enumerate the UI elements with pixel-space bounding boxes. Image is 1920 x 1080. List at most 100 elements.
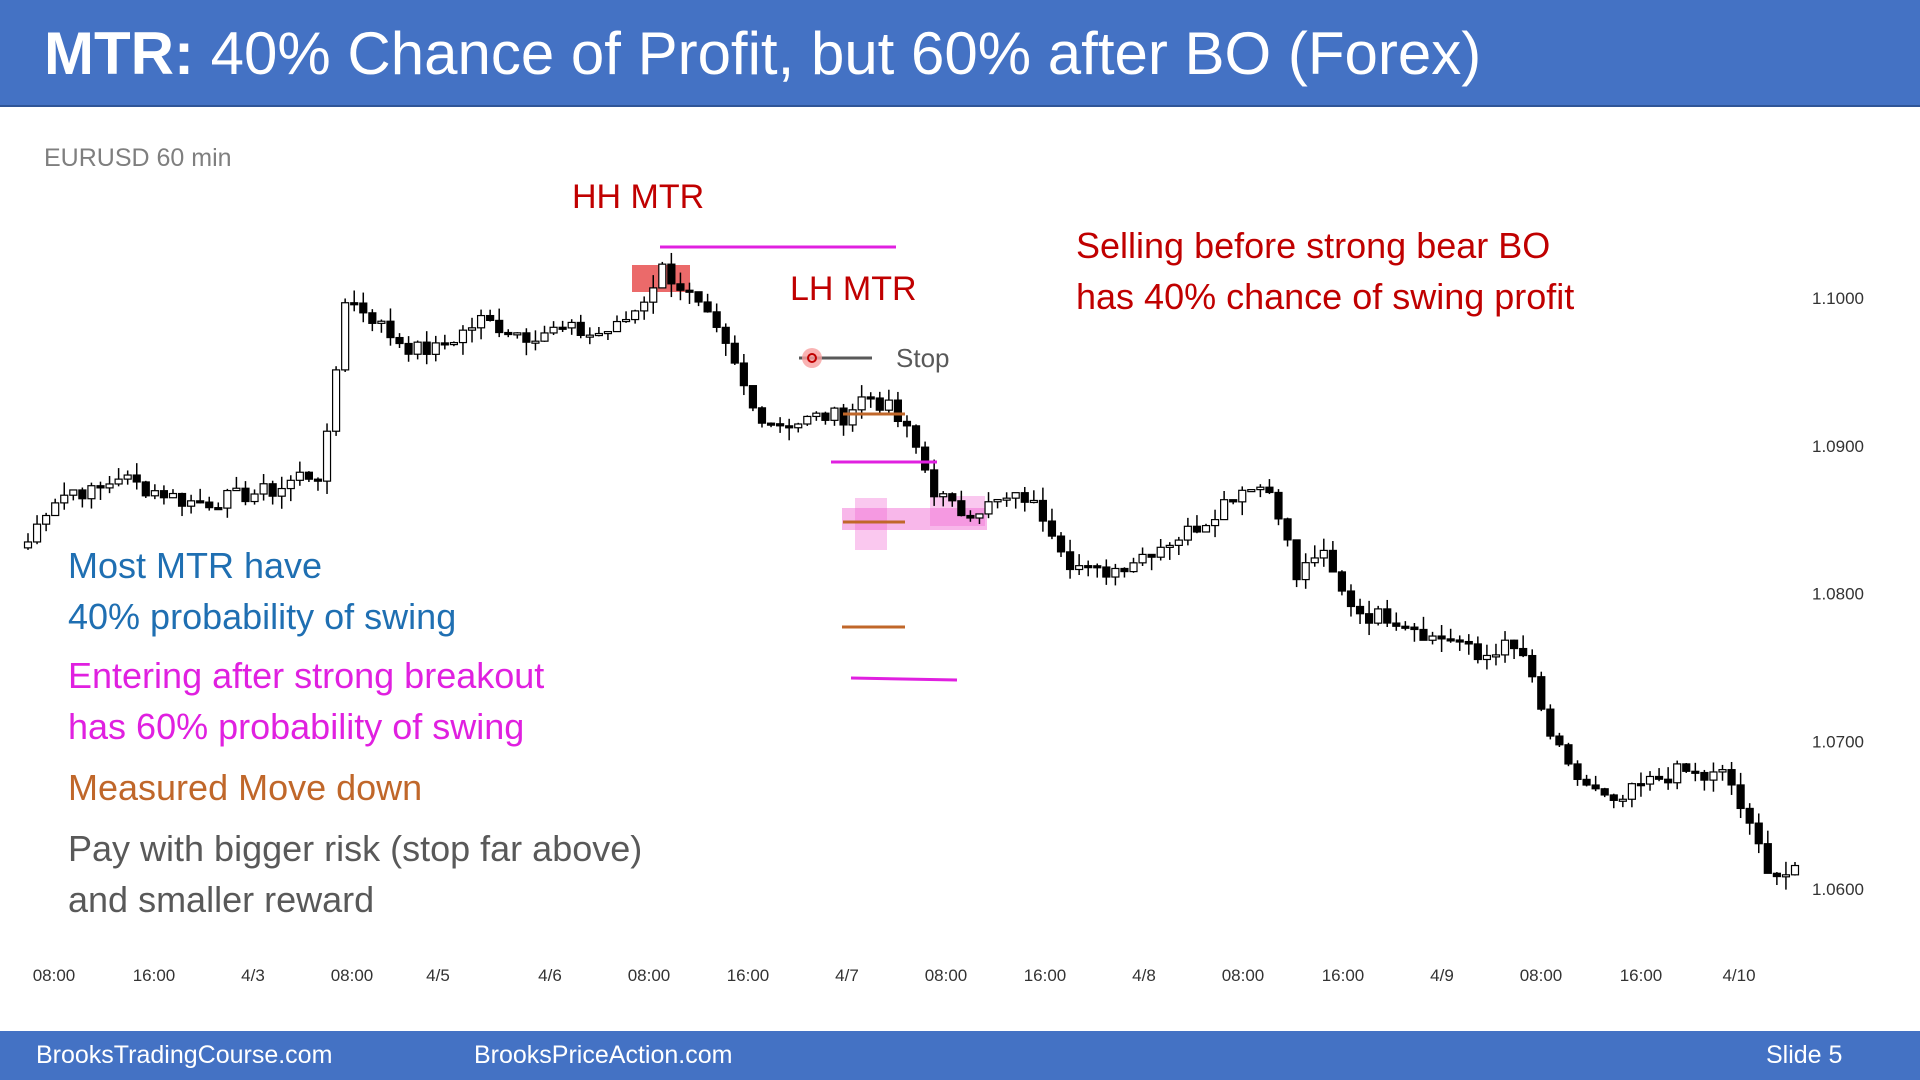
bull-candle xyxy=(295,471,304,481)
bull-candle xyxy=(621,318,631,323)
bear-candle xyxy=(1355,605,1365,615)
bear-candle xyxy=(1464,640,1473,645)
bear-candle xyxy=(96,485,105,489)
bull-candle xyxy=(848,409,857,426)
bear-candle xyxy=(1455,639,1464,643)
bear-candle xyxy=(766,422,776,426)
overlay-layer xyxy=(660,245,958,682)
x-tick-label: 08:00 xyxy=(1222,966,1265,985)
bull-candle xyxy=(812,412,821,418)
bear-candle xyxy=(1509,639,1519,650)
bull-candle xyxy=(1174,539,1183,546)
bear-candle xyxy=(893,399,903,423)
bear-candle xyxy=(1754,822,1763,845)
bull-candle xyxy=(1310,557,1319,564)
chart-subtitle: EURUSD 60 min xyxy=(44,144,232,172)
bull-candle xyxy=(1129,562,1138,573)
x-tick-label: 4/3 xyxy=(241,966,265,985)
bull-candle xyxy=(1201,524,1211,533)
y-axis-ticks: 1.1000 1.0900 1.0800 1.0700 1.0600 xyxy=(1812,289,1864,899)
bear-candle xyxy=(1727,769,1736,786)
x-tick-label: 16:00 xyxy=(1620,966,1663,985)
bull-candle xyxy=(1781,874,1791,878)
bear-candle xyxy=(966,514,975,519)
selling-note-line1: Selling before strong bear BO xyxy=(1076,225,1550,266)
x-tick-label: 4/7 xyxy=(835,966,859,985)
bull-candle xyxy=(114,478,123,485)
y-tick-label: 1.0600 xyxy=(1812,880,1864,899)
bear-candle xyxy=(404,342,413,355)
bear-candle xyxy=(159,490,169,499)
bull-candle xyxy=(1790,864,1800,876)
x-tick-label: 08:00 xyxy=(925,966,968,985)
bear-candle xyxy=(1664,778,1673,784)
bear-candle xyxy=(1365,613,1374,624)
stop-label: Stop xyxy=(896,343,950,373)
bull-candle xyxy=(1156,546,1165,558)
bear-candle xyxy=(359,302,368,314)
bull-candle xyxy=(513,332,522,336)
bull-candle xyxy=(549,326,558,334)
bear-candle xyxy=(676,283,685,291)
x-tick-label: 4/9 xyxy=(1430,966,1454,985)
bear-candle xyxy=(920,446,930,471)
bear-candle xyxy=(957,500,966,517)
bull-candle xyxy=(1319,549,1328,559)
bear-candle xyxy=(748,385,758,409)
bear-candle xyxy=(486,314,495,322)
bull-candle xyxy=(51,502,60,517)
bear-candle xyxy=(1546,708,1555,737)
bull-candle xyxy=(585,334,594,338)
bear-candle xyxy=(694,291,703,303)
bear-candle xyxy=(1292,539,1301,581)
x-tick-label: 4/6 xyxy=(538,966,562,985)
selling-note-line2: has 40% chance of swing profit xyxy=(1076,276,1574,317)
bull-candle xyxy=(23,541,33,549)
bull-candle xyxy=(1075,565,1084,571)
bear-candle xyxy=(1283,518,1292,541)
bear-candle xyxy=(948,493,957,502)
x-tick-label: 4/5 xyxy=(426,966,450,985)
bear-candle xyxy=(177,492,187,507)
bear-candle xyxy=(1392,622,1401,627)
entry-highlight xyxy=(842,508,987,530)
bear-candle xyxy=(1038,499,1047,522)
bull-candle xyxy=(631,310,640,321)
bull-candle xyxy=(1111,567,1120,578)
bull-candle xyxy=(649,287,658,303)
bull-candle xyxy=(467,327,477,331)
bull-candle xyxy=(1491,654,1501,658)
bear-candle xyxy=(1763,843,1772,874)
x-axis-ticks: 08:00 16:00 4/3 08:00 4/5 4/6 08:00 16:00 4/7 08:… xyxy=(33,966,1756,985)
bear-candle xyxy=(1265,486,1274,494)
bear-candle xyxy=(504,331,513,336)
bull-candle xyxy=(123,474,132,480)
bear-candle xyxy=(1446,638,1455,642)
title-bar xyxy=(0,0,1920,107)
bear-candle xyxy=(1047,520,1057,537)
footer-left-site: BrooksTradingCourse.com xyxy=(36,1041,333,1069)
bear-candle xyxy=(1192,525,1202,533)
bear-candle xyxy=(1419,628,1428,641)
bull-candle xyxy=(1673,763,1682,784)
bear-candle xyxy=(667,263,676,285)
title-bold: MTR: xyxy=(44,20,194,87)
y-tick-label: 1.0900 xyxy=(1812,437,1864,456)
bull-candle xyxy=(1183,525,1192,541)
bull-candle xyxy=(1627,783,1636,800)
y-tick-label: 1.1000 xyxy=(1812,289,1864,308)
entering-line2: has 60% probability of swing xyxy=(68,706,524,747)
hh-mtr-label: HH MTR xyxy=(572,178,704,216)
bear-candle xyxy=(1691,770,1700,774)
bull-candle xyxy=(1718,769,1727,773)
stop-marker-ring xyxy=(807,353,817,363)
bear-candle xyxy=(422,341,431,355)
title-rest: 40% Chance of Profit, but 60% after BO (… xyxy=(193,20,1482,87)
bull-candle xyxy=(603,330,613,335)
breakout-highlight xyxy=(855,498,887,550)
bear-candle xyxy=(1229,499,1238,503)
bull-candle xyxy=(1374,608,1383,624)
bear-candle xyxy=(1519,647,1528,657)
bear-candle xyxy=(196,500,205,504)
bull-candle xyxy=(286,479,295,490)
